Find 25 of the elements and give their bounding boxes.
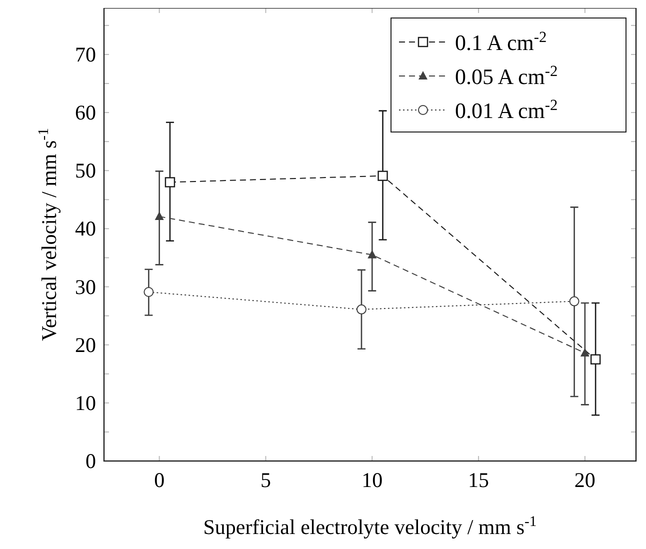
x-tick-label: 20 <box>574 468 596 492</box>
point <box>164 177 176 188</box>
y-tick-label: 60 <box>75 100 96 125</box>
point <box>356 304 366 314</box>
point <box>154 211 164 220</box>
legend-label: 0.05 A cm$^{-2}$ <box>455 62 558 89</box>
y-tick-label: 20 <box>75 332 96 357</box>
y-tick-label: 30 <box>75 274 96 299</box>
y-tick-label: 10 <box>75 390 96 415</box>
point <box>144 286 154 297</box>
x-tick-label: 10 <box>362 468 383 492</box>
point <box>368 250 377 258</box>
point <box>590 354 601 364</box>
x-tick-label: 0 <box>154 468 165 492</box>
legend-label: 0.1 A cm$^{-2}$ <box>455 28 547 55</box>
y-tick-label: 0 <box>86 449 96 473</box>
x-tick-label: 5 <box>260 468 271 492</box>
point <box>569 296 580 306</box>
y-tick-label: 50 <box>75 158 96 183</box>
x-axis-title: Superficial electrolyte velocity / mm s$^{-1}$ <box>203 514 537 539</box>
y-tick-label: 70 <box>75 42 96 66</box>
x-tick-label: 15 <box>468 468 490 492</box>
y-tick-label: 40 <box>75 216 96 241</box>
point <box>378 170 388 181</box>
legend-label: 0.01 A cm$^{-2}$ <box>455 96 558 123</box>
